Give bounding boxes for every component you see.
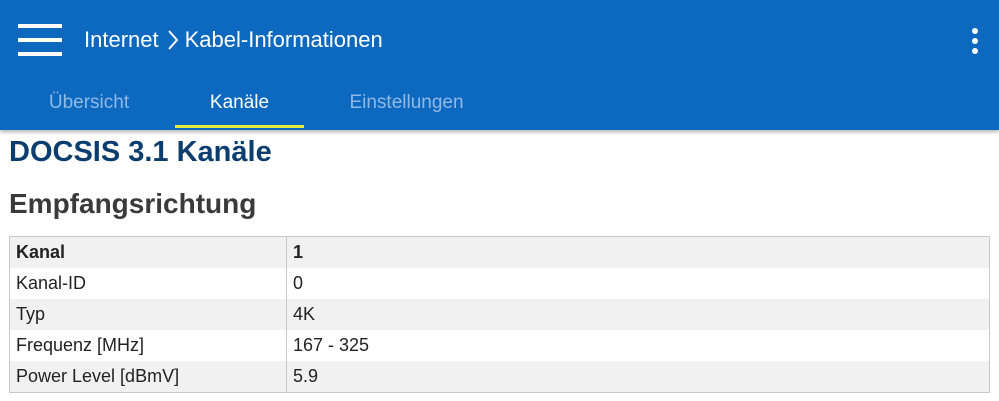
section-subtitle: Empfangsrichtung xyxy=(9,188,257,219)
row-value: 167 - 325 xyxy=(286,330,990,361)
row-label: Power Level [dBmV] xyxy=(9,361,287,393)
row-value: 0 xyxy=(286,268,990,299)
row-value: 4K xyxy=(286,299,990,330)
breadcrumb-item[interactable]: Internet xyxy=(84,27,159,52)
table-row: Typ 4K xyxy=(9,299,990,330)
row-label: Frequenz [MHz] xyxy=(9,330,287,361)
table-row: Kanal-ID 0 xyxy=(9,268,990,299)
row-label: Kanal-ID xyxy=(9,268,287,299)
chevron xyxy=(167,30,178,50)
row-value: 1 xyxy=(286,236,990,268)
row-label: Kanal xyxy=(9,236,287,268)
tab[interactable]: Einstellungen xyxy=(349,92,464,113)
breadcrumb-item: Kabel-Informationen xyxy=(184,27,383,52)
table-row: Power Level [dBmV] 5.9 xyxy=(9,361,990,393)
row-value: 5.9 xyxy=(286,361,990,393)
table-row: Kanal 1 xyxy=(9,236,990,268)
tab-active[interactable]: Kanäle xyxy=(175,80,304,128)
app-bar: Internet Kabel-Informationen Übersicht K… xyxy=(0,0,999,130)
row-label: Typ xyxy=(9,299,287,330)
tab[interactable]: Übersicht xyxy=(48,92,130,113)
menu-button[interactable] xyxy=(18,24,62,58)
section-title: DOCSIS 3.1 Kanäle xyxy=(9,136,272,168)
table-row: Frequenz [MHz] 167 - 325 xyxy=(9,330,990,361)
more-button[interactable] xyxy=(971,28,979,54)
channel-table: Kanal 1 Kanal-ID 0 Typ 4K Frequenz [MHz] 167 - … xyxy=(9,236,990,393)
breadcrumb: Internet Kabel-Informationen xyxy=(84,26,383,54)
